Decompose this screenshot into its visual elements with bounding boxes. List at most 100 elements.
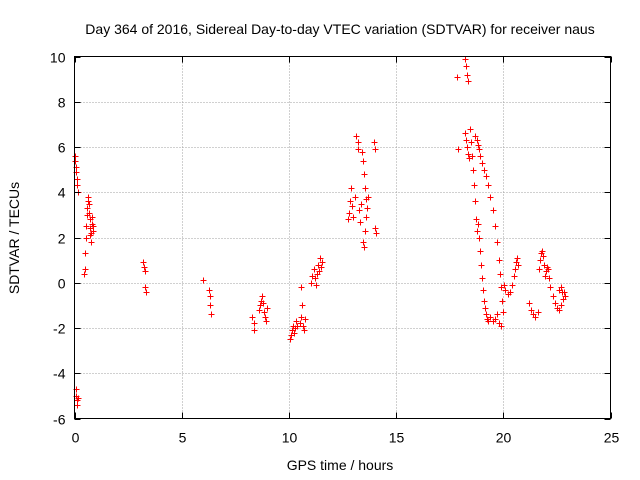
data-point [550, 293, 557, 300]
data-point [455, 146, 462, 153]
data-point [200, 277, 207, 284]
data-point [85, 194, 92, 201]
data-point [74, 182, 81, 189]
data-point [490, 207, 497, 214]
data-point [352, 194, 359, 201]
data-point [358, 201, 365, 208]
data-point [536, 266, 543, 273]
data-point [259, 293, 266, 300]
data-point [89, 214, 96, 221]
data-point [141, 264, 148, 271]
data-point [312, 275, 319, 282]
data-point [373, 230, 380, 237]
data-point [480, 287, 487, 294]
data-point [83, 223, 90, 230]
data-point [492, 316, 499, 323]
data-point [482, 305, 489, 312]
data-point [496, 257, 503, 264]
data-point [537, 257, 544, 264]
data-point [82, 250, 89, 257]
data-point [355, 146, 362, 153]
data-point [556, 307, 563, 314]
data-point [291, 330, 298, 337]
data-point [528, 307, 535, 314]
x-tick-label: 5 [179, 430, 187, 446]
data-point [298, 314, 305, 321]
data-point [481, 298, 488, 305]
y-tick-label: -6 [53, 412, 66, 428]
data-point [74, 402, 81, 409]
data-point [472, 198, 479, 205]
data-point [483, 311, 490, 318]
data-point [532, 314, 539, 321]
y-tick-label: 8 [58, 95, 66, 111]
data-point [207, 302, 214, 309]
data-point [311, 266, 318, 273]
data-point [207, 293, 214, 300]
marks-layer [72, 56, 569, 409]
data-point [359, 149, 366, 156]
data-point [507, 289, 514, 296]
data-point [472, 133, 479, 140]
data-point [465, 151, 472, 158]
data-point [483, 173, 490, 180]
data-point [478, 262, 485, 269]
data-point [487, 314, 494, 321]
y-axis-label: SDTVAR / TECUs [6, 182, 22, 294]
data-point [350, 214, 357, 221]
y-tick-label: -2 [53, 321, 66, 337]
data-point [512, 266, 519, 273]
data-point [319, 259, 326, 266]
data-point [462, 130, 469, 137]
chart-title: Day 364 of 2016, Sidereal Day-to-day VTE… [85, 21, 594, 37]
data-point [263, 318, 270, 325]
data-point [264, 305, 271, 312]
data-point [485, 182, 492, 189]
data-point [84, 205, 91, 212]
data-point [260, 300, 267, 307]
data-point [74, 176, 81, 183]
data-point [345, 216, 352, 223]
data-point [86, 201, 93, 208]
data-point [499, 298, 506, 305]
data-point [88, 239, 95, 246]
plot-frame [74, 56, 611, 419]
data-point [481, 167, 488, 174]
data-point [301, 327, 308, 334]
data-point [463, 63, 470, 70]
data-point [539, 248, 546, 255]
data-point [299, 302, 306, 309]
data-point [473, 216, 480, 223]
data-point [454, 74, 461, 81]
y-tick-label: 4 [58, 185, 66, 201]
data-point [348, 185, 355, 192]
data-point [462, 56, 469, 63]
data-point [559, 289, 566, 296]
x-tick-label: 20 [496, 430, 512, 446]
data-point [464, 72, 471, 79]
data-point [545, 266, 552, 273]
data-point [526, 300, 533, 307]
data-point [487, 194, 494, 201]
data-point [298, 284, 305, 291]
x-tick-label: 25 [604, 430, 620, 446]
data-point [346, 210, 353, 217]
data-point [361, 244, 368, 251]
grid-layer [74, 56, 611, 419]
data-point [364, 205, 371, 212]
data-point [501, 282, 508, 289]
data-point [82, 266, 89, 273]
x-axis-label: GPS time / hours [287, 457, 394, 473]
y-tick-label: 0 [58, 276, 66, 292]
data-point [317, 255, 324, 262]
data-point [362, 185, 369, 192]
data-point [86, 210, 93, 217]
data-point [249, 314, 256, 321]
data-point [474, 137, 481, 144]
data-point [360, 158, 367, 165]
data-point [552, 300, 559, 307]
data-point [479, 160, 486, 167]
data-point [363, 214, 370, 221]
data-point [372, 146, 379, 153]
